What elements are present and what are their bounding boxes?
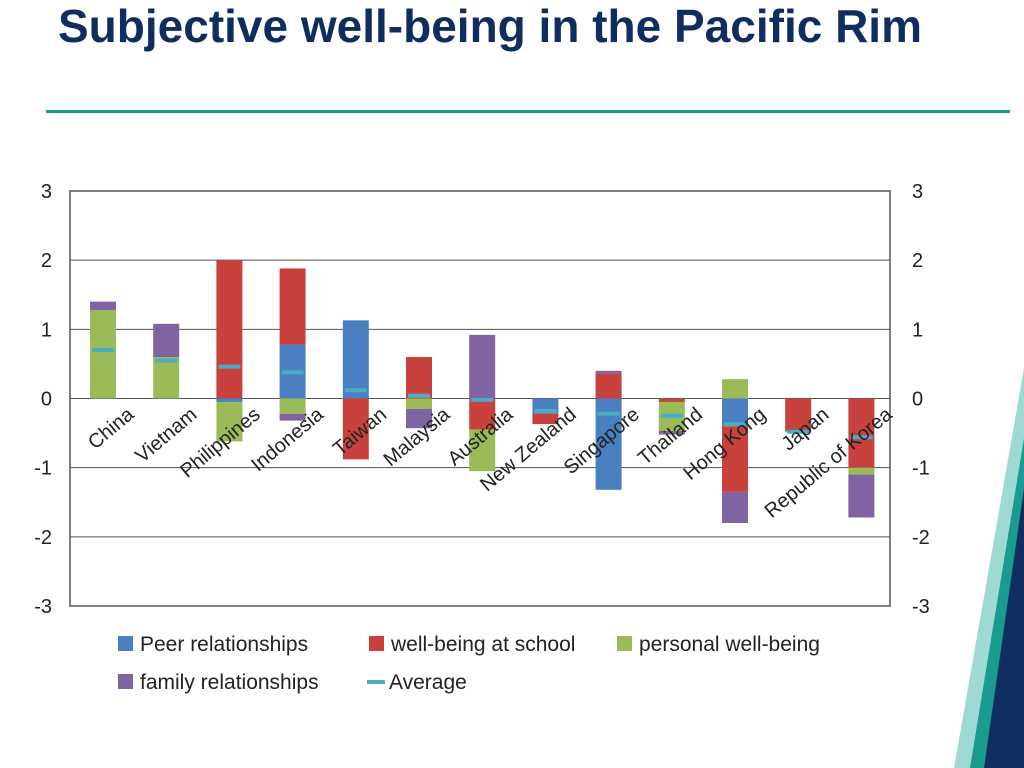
bar-segment bbox=[406, 398, 432, 409]
title-divider bbox=[46, 110, 1010, 113]
legend-label: family relationships bbox=[140, 671, 319, 694]
bar-segment bbox=[216, 401, 243, 442]
bar-segment bbox=[595, 373, 622, 399]
y-tick-label-left: 3 bbox=[41, 181, 52, 203]
bar-segment bbox=[342, 320, 369, 399]
y-tick-labels: 3 3 2 2 1 1 0 0 -1 -1 -2 -2 -3 -3 bbox=[34, 181, 930, 618]
y-tick-label-left: -1 bbox=[34, 458, 52, 480]
y-tick-label-left: 2 bbox=[41, 250, 52, 272]
bar-segment bbox=[469, 429, 496, 472]
bar-segment bbox=[722, 379, 748, 399]
bar-segment bbox=[785, 398, 812, 432]
bar-segment bbox=[279, 413, 306, 421]
bar-segment bbox=[153, 323, 180, 357]
legend-label: Peer relationships bbox=[140, 633, 308, 656]
plot-area-border bbox=[69, 190, 891, 607]
legend-swatch bbox=[369, 636, 384, 651]
bar-segment bbox=[722, 426, 748, 492]
bar-segment bbox=[722, 491, 748, 523]
legend-swatch bbox=[118, 674, 133, 689]
legend-swatch bbox=[617, 636, 632, 651]
legend-swatch bbox=[118, 636, 133, 651]
bar-segment bbox=[532, 413, 559, 425]
y-tick-label-left: -3 bbox=[34, 596, 52, 618]
corner-decoration bbox=[954, 368, 1024, 768]
bar-segment bbox=[406, 408, 432, 429]
bar-segment bbox=[216, 260, 243, 399]
y-tick-label-right: -3 bbox=[912, 596, 930, 618]
y-tick-label-left: 0 bbox=[41, 389, 52, 411]
bar-segment bbox=[216, 398, 243, 402]
legend-label: Average bbox=[389, 671, 467, 694]
average-markers bbox=[92, 348, 873, 440]
bar-segment bbox=[406, 357, 432, 399]
bar-segment bbox=[595, 370, 622, 374]
bar-segment bbox=[469, 334, 496, 399]
bar-segment bbox=[90, 309, 116, 399]
y-tick-label-left: -2 bbox=[34, 527, 52, 549]
y-tick-label-right: 3 bbox=[912, 181, 923, 203]
bar-segment bbox=[848, 474, 875, 518]
legend-label: personal well-being bbox=[639, 633, 820, 656]
bar-segment bbox=[469, 398, 496, 430]
y-tick-label-left: 1 bbox=[41, 319, 52, 341]
bar-segment bbox=[279, 398, 306, 414]
bar-segment bbox=[279, 268, 306, 345]
y-tick-label-right: -1 bbox=[912, 458, 930, 480]
y-tick-label-right: 0 bbox=[912, 389, 923, 411]
bar-segment bbox=[848, 467, 875, 475]
y-tick-label-right: -2 bbox=[912, 527, 930, 549]
bar-segment bbox=[658, 431, 685, 435]
y-tick-label-right: 1 bbox=[912, 319, 923, 341]
bar-segment bbox=[848, 398, 875, 468]
bar-segment bbox=[658, 398, 685, 402]
legend: Peer relationships well-being at school pe… bbox=[118, 633, 820, 694]
bar-segment bbox=[153, 357, 180, 399]
x-tick-label: China bbox=[84, 403, 139, 454]
legend-label: well-being at school bbox=[390, 633, 575, 656]
corner-stripe-navy bbox=[984, 488, 1024, 768]
bar-segment bbox=[90, 301, 116, 310]
bars bbox=[90, 260, 875, 523]
bar-segment bbox=[342, 398, 369, 460]
y-tick-label-right: 2 bbox=[912, 250, 923, 272]
bar-segment bbox=[722, 398, 748, 427]
slide-title: Subjective well-being in the Pacific Rim bbox=[58, 0, 922, 52]
